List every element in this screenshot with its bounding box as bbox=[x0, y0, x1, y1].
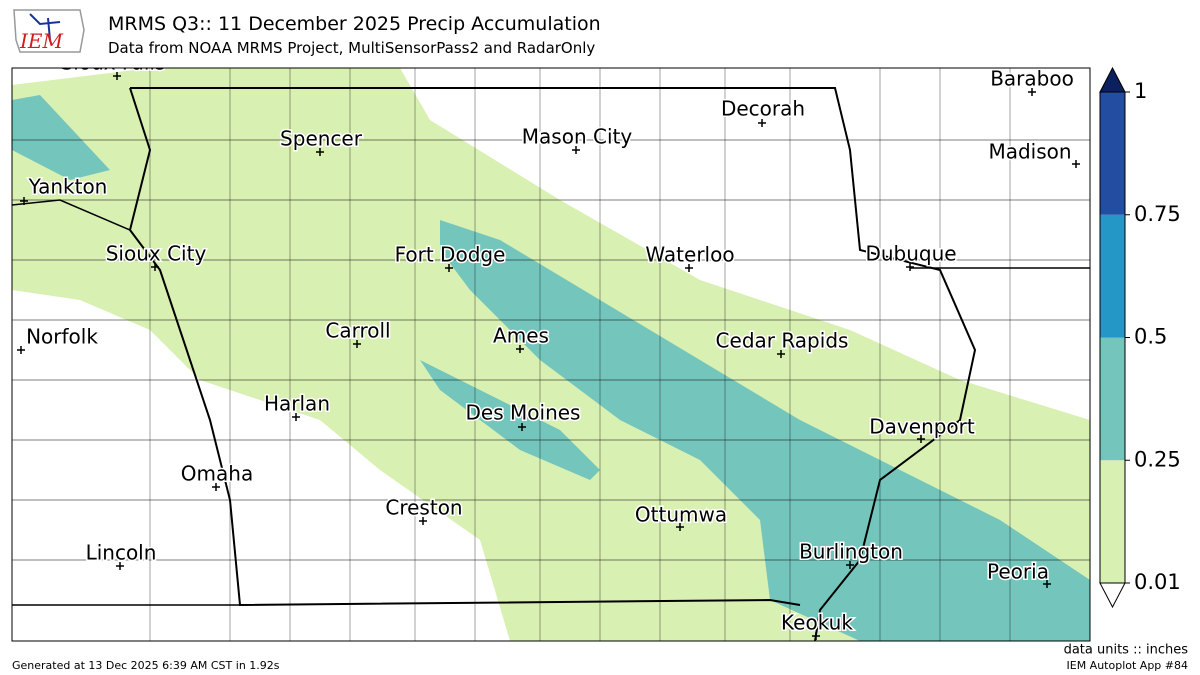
map: Sioux Falls Spencer Mason City Decorah Barab… bbox=[12, 51, 1090, 641]
city-label: Spencer bbox=[280, 127, 363, 151]
city-marker bbox=[292, 413, 300, 421]
city-label: Peoria bbox=[987, 560, 1049, 584]
city-label: Fort Dodge bbox=[395, 243, 506, 267]
colorbar-segment bbox=[1100, 337, 1125, 461]
city-marker bbox=[1043, 580, 1051, 588]
city-marker bbox=[116, 562, 124, 570]
logo: IEM bbox=[13, 9, 85, 53]
city-label: Decorah bbox=[721, 97, 805, 121]
colorbar: 0.01 0.25 0.5 0.75 1 bbox=[1099, 66, 1181, 609]
city-marker bbox=[1072, 160, 1080, 168]
city-marker bbox=[212, 483, 220, 491]
city-marker bbox=[445, 264, 453, 272]
city-marker bbox=[685, 264, 693, 272]
colorbar-tick-label: 0.5 bbox=[1134, 325, 1167, 349]
city-label: Cedar Rapids bbox=[716, 329, 849, 353]
city-marker bbox=[151, 263, 159, 271]
subtitle: Data from NOAA MRMS Project, MultiSensor… bbox=[108, 39, 595, 57]
colorbar-tick-label: 0.25 bbox=[1134, 447, 1181, 471]
city-label: Omaha bbox=[181, 462, 253, 486]
colorbar-segment bbox=[1100, 460, 1125, 583]
city-marker bbox=[518, 423, 526, 431]
city-marker bbox=[572, 146, 580, 154]
city-marker bbox=[906, 263, 914, 271]
colorbar-segment bbox=[1100, 214, 1125, 338]
colorbar-under bbox=[1099, 582, 1126, 609]
city-label: Creston bbox=[385, 496, 462, 520]
city-label: Lincoln bbox=[86, 541, 157, 565]
city-label: Carroll bbox=[325, 319, 390, 343]
colorbar-tick-label: 0.75 bbox=[1134, 202, 1181, 226]
city-label: Burlington bbox=[799, 540, 903, 564]
units-label: data units :: inches bbox=[1064, 643, 1189, 658]
city-marker bbox=[20, 197, 28, 205]
title: MRMS Q3:: 11 December 2025 Precip Accumu… bbox=[108, 13, 601, 35]
city-marker bbox=[516, 345, 524, 353]
city-marker bbox=[353, 340, 361, 348]
city-marker bbox=[846, 561, 854, 569]
city-label: Yankton bbox=[28, 175, 108, 199]
city-label: Davenport bbox=[869, 415, 975, 439]
city-label: Madison bbox=[988, 140, 1071, 164]
city-label: Harlan bbox=[264, 392, 330, 416]
generated-label: Generated at 13 Dec 2025 6:39 AM CST in … bbox=[12, 659, 280, 672]
city-marker bbox=[17, 346, 25, 354]
city-label: Mason City bbox=[522, 125, 633, 149]
city-marker bbox=[676, 523, 684, 531]
city-label: Keokuk bbox=[781, 611, 853, 635]
city-marker bbox=[917, 435, 925, 443]
city-label: Baraboo bbox=[990, 67, 1074, 91]
city-marker bbox=[419, 517, 427, 525]
city-marker bbox=[113, 72, 121, 80]
colorbar-segment bbox=[1100, 92, 1125, 215]
city-label: Norfolk bbox=[26, 325, 98, 349]
city-label: Ottumwa bbox=[635, 503, 727, 527]
city-marker bbox=[316, 148, 324, 156]
map-frame bbox=[11, 67, 1091, 642]
city-label: Sioux Falls bbox=[61, 51, 166, 75]
city-label: Ames bbox=[493, 324, 549, 348]
city-label: Des Moines bbox=[466, 401, 581, 425]
colorbar-tick-label: 0.01 bbox=[1134, 570, 1181, 594]
city-label: Sioux City bbox=[106, 242, 207, 266]
app-label: IEM Autoplot App #84 bbox=[1067, 659, 1189, 672]
logo-text: IEM bbox=[19, 29, 64, 53]
colorbar-tick-label: 1 bbox=[1134, 79, 1147, 103]
city-label: Dubuque bbox=[865, 242, 956, 266]
colorbar-over bbox=[1099, 66, 1126, 93]
city-marker bbox=[777, 350, 785, 358]
city-marker bbox=[1028, 88, 1036, 96]
city-marker bbox=[812, 632, 820, 640]
city-label: Waterloo bbox=[645, 243, 734, 267]
city-marker bbox=[758, 119, 766, 127]
